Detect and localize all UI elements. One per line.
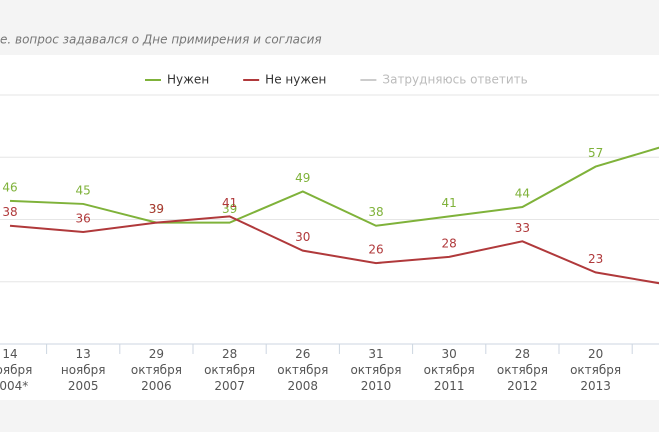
x-tick-label: 13 ноября 2005 — [61, 347, 106, 393]
x-tick-label: 29 октября 2006 — [131, 347, 182, 393]
x-tick-label-line: октября — [350, 363, 401, 377]
data-label: 38 — [2, 205, 17, 219]
data-label: 41 — [442, 196, 457, 210]
data-label: 45 — [76, 183, 91, 197]
data-label: 39 — [222, 202, 237, 216]
x-tick-label-line: 31 — [368, 347, 383, 361]
x-tick-label: 20 октября 2013 — [570, 347, 621, 393]
x-tick-label-line: 26 — [295, 347, 310, 361]
x-tick-label-line: ноября — [0, 363, 32, 377]
data-label: 57 — [588, 146, 603, 160]
x-tick-label-line: 2004* — [0, 379, 28, 393]
x-tick-label: 28 октября 2012 — [497, 347, 548, 393]
x-tick-label-line: 28 — [222, 347, 237, 361]
x-tick-label-line: 2008 — [288, 379, 319, 393]
x-tick-label: 28 октября 2007 — [204, 347, 255, 393]
data-label: 26 — [368, 243, 383, 257]
plot-panel — [0, 55, 659, 400]
x-tick-label-line: 2012 — [507, 379, 538, 393]
data-label: 23 — [588, 252, 603, 266]
x-tick-label-line: октября — [277, 363, 328, 377]
legend-label[interactable]: Затрудняюсь ответить — [382, 73, 527, 87]
x-tick-label-line: 2011 — [434, 379, 465, 393]
subtitle: е. вопрос задавался о Дне примирения и с… — [0, 33, 322, 47]
data-label: 36 — [76, 211, 91, 225]
x-tick-label-line: 14 — [2, 347, 17, 361]
legend-label[interactable]: Нужен — [167, 73, 209, 87]
x-tick-label-line: 2010 — [361, 379, 392, 393]
x-tick-label-line: 28 — [515, 347, 530, 361]
x-tick-label-line: ноября — [61, 363, 106, 377]
data-label: 30 — [295, 230, 310, 244]
data-label: 39 — [149, 202, 164, 216]
x-tick-label-line: октября — [497, 363, 548, 377]
x-tick-label: 31 октября 2010 — [350, 347, 401, 393]
x-tick-label-line: 2013 — [580, 379, 611, 393]
data-label: 28 — [442, 236, 457, 250]
series-line — [9, 146, 659, 227]
x-tick-label: 30 октября 2011 — [424, 347, 475, 393]
x-tick-label-line: октября — [570, 363, 621, 377]
x-tick-label-line: октября — [131, 363, 182, 377]
x-tick-label: 14 ноября 2004* — [0, 347, 32, 393]
data-label: 44 — [515, 187, 530, 201]
series-line — [9, 215, 659, 285]
x-tick-label-line: октября — [204, 363, 255, 377]
x-tick-label-line: 29 — [149, 347, 164, 361]
legend-label[interactable]: Не нужен — [265, 73, 326, 87]
x-tick-label-line: 20 — [588, 347, 603, 361]
data-label: 33 — [515, 221, 530, 235]
data-label: 41 — [222, 196, 237, 210]
data-label: 46 — [2, 180, 17, 194]
x-tick-label-line: 2006 — [141, 379, 172, 393]
x-tick-label-line: 2005 — [68, 379, 99, 393]
x-tick-label: 26 октября 2008 — [277, 347, 328, 393]
x-tick-label-line: 30 — [442, 347, 457, 361]
data-label: 38 — [368, 205, 383, 219]
data-label: 39 — [149, 202, 164, 216]
data-label: 49 — [295, 171, 310, 185]
x-tick-label-line: 13 — [76, 347, 91, 361]
x-tick-label-line: октября — [424, 363, 475, 377]
x-tick-label-line: 2007 — [214, 379, 245, 393]
